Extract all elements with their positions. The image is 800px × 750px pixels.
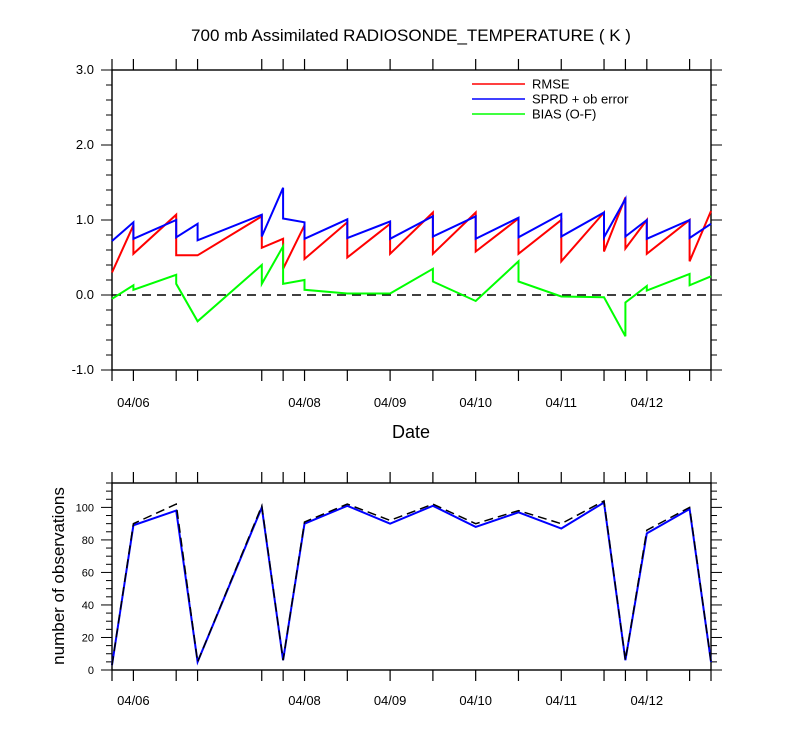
bottom-ytick-label: 60	[82, 567, 94, 579]
bottom-ytick-label: 80	[82, 535, 94, 547]
top-ytick-label: -1.0	[72, 362, 94, 377]
bottom-y-axis-label: number of observations	[49, 487, 68, 665]
bottom-ytick-label: 100	[76, 502, 94, 514]
bottom-ytick-label: 0	[88, 665, 94, 677]
top-plot: -1.0 0.0 1.0 2.0 3.0 04/06 04/08 04/09 04/10 04/1…	[72, 59, 722, 410]
bottom-xtick-label: 04/10	[459, 693, 492, 708]
top-legend-label-bias-o-f: BIAS (O-F)	[532, 107, 596, 122]
top-plot-frame	[111, 69, 712, 371]
top-xtick-label: 04/06	[117, 395, 150, 410]
bottom-plot-frame	[111, 482, 712, 671]
bottom-xtick-label: 04/08	[288, 693, 321, 708]
top-xtick-label: 04/09	[374, 395, 407, 410]
bottom-xtick-label: 04/06	[117, 693, 150, 708]
top-series-rmse	[111, 197, 712, 273]
top-ytick-label: 3.0	[76, 62, 94, 77]
top-ytick-label: 0.0	[76, 287, 94, 302]
bottom-ytick-label: 40	[82, 600, 94, 612]
bottom-xtick-label: 04/11	[545, 693, 577, 708]
top-xtick-label: 04/10	[459, 395, 492, 410]
bottom-ytick-label: 20	[82, 632, 94, 644]
bottom-series-observations-possible	[111, 499, 712, 666]
top-ytick-label: 1.0	[76, 212, 94, 227]
top-x-axis-label: Date	[392, 422, 430, 442]
top-xtick-label: 04/11	[545, 395, 577, 410]
top-series-bias-o-f	[111, 242, 712, 337]
top-xtick-label: 04/08	[288, 395, 321, 410]
bottom-series-observations-used	[111, 500, 712, 666]
chart-title: 700 mb Assimilated RADIOSONDE_TEMPERATUR…	[191, 26, 631, 45]
top-legend-label-sprd-ob-error: SPRD + ob error	[532, 92, 629, 107]
bottom-plot: 0 20 40 60 80 100 04/06 04/08 04/09 04/10 04/11 04/…	[76, 472, 722, 708]
top-series-sprd-ob-error	[111, 187, 712, 242]
top-xtick-label: 04/12	[631, 395, 664, 410]
bottom-xtick-label: 04/12	[631, 693, 664, 708]
bottom-xtick-label: 04/09	[374, 693, 407, 708]
top-legend-label-rmse: RMSE	[532, 77, 570, 92]
top-ytick-label: 2.0	[76, 137, 94, 152]
